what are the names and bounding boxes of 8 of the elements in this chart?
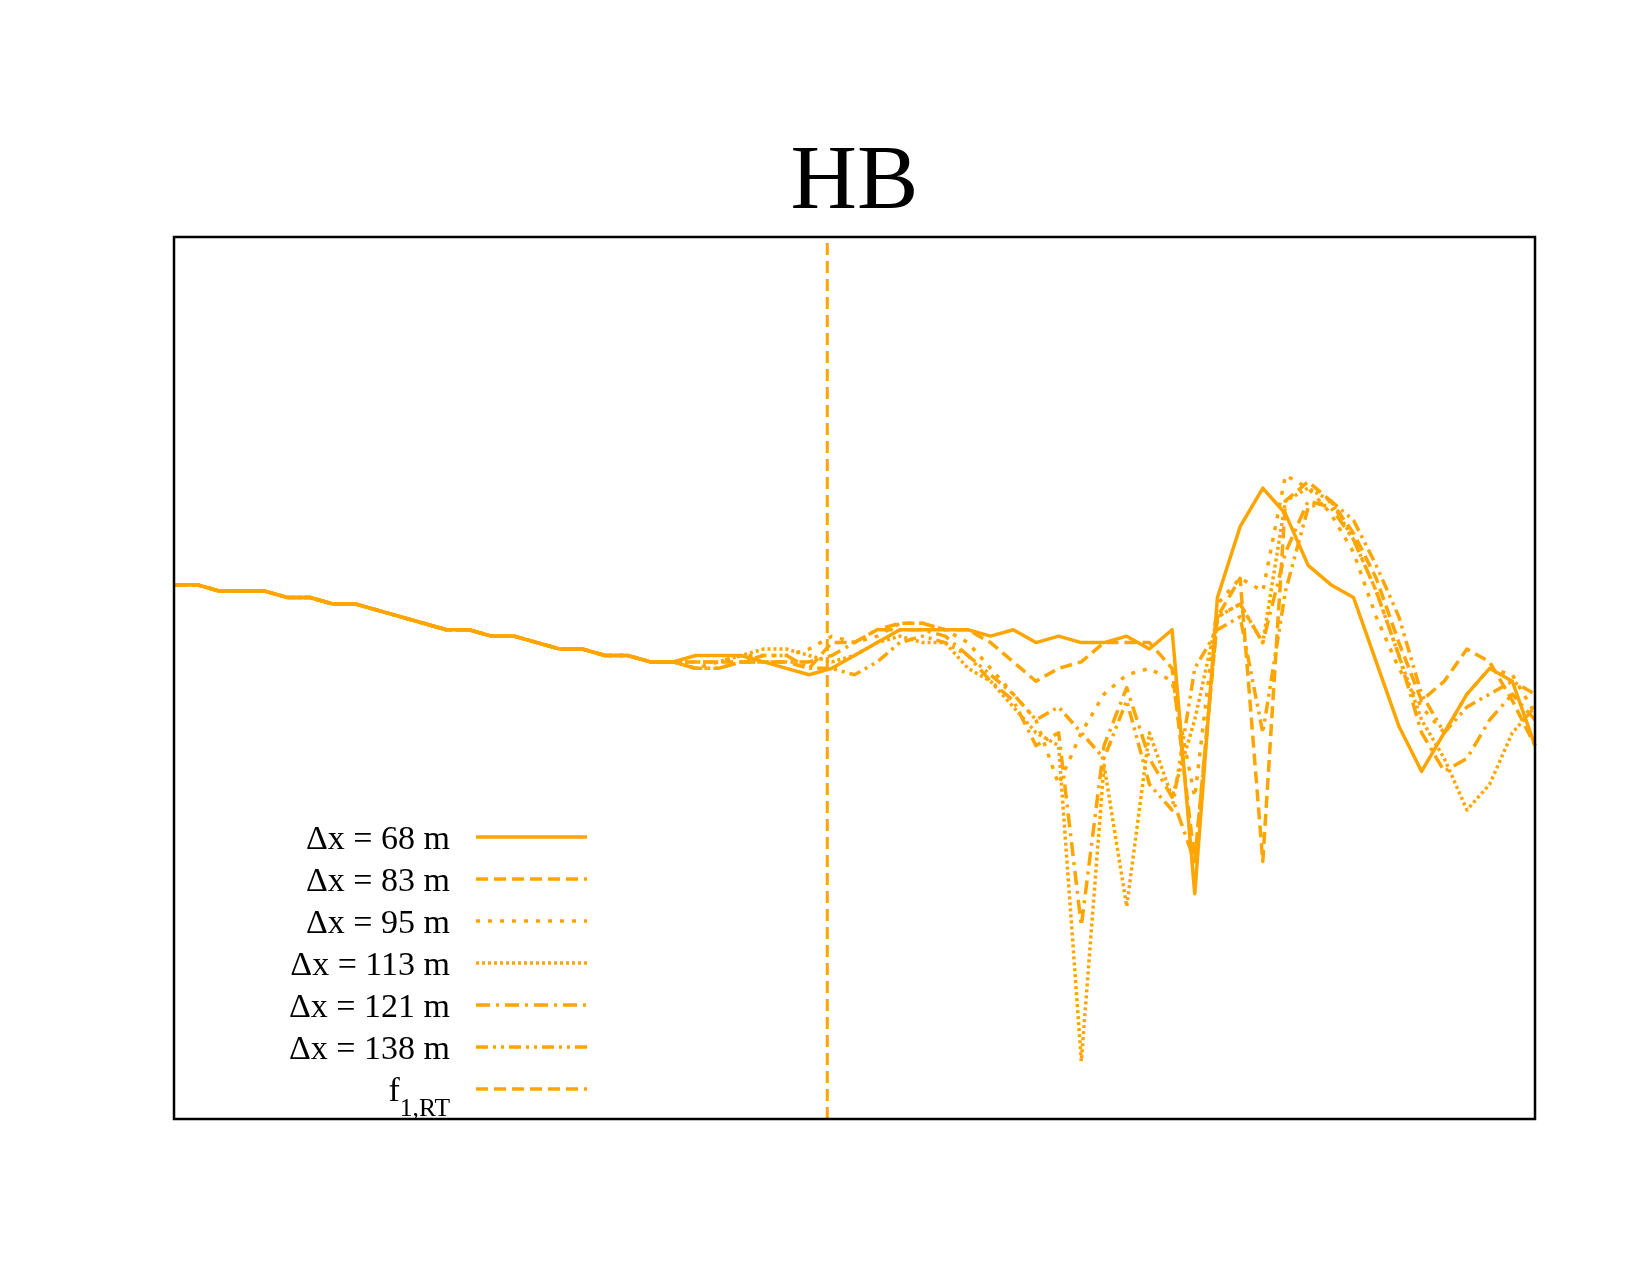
annotation: f$_{1,RT}$: [388, 1071, 451, 1122]
legend-label: Δx = 121 m: [289, 987, 450, 1024]
legend-label: Δx = 138 m: [289, 1029, 450, 1066]
legend-label: Δx = 113 m: [290, 945, 450, 982]
legend-label: Δx = 83 m: [306, 861, 450, 898]
legend-label: Δx = 95 m: [306, 903, 450, 940]
legend-label: Δx = 68 m: [306, 819, 450, 856]
chart-title: HB: [790, 126, 919, 228]
